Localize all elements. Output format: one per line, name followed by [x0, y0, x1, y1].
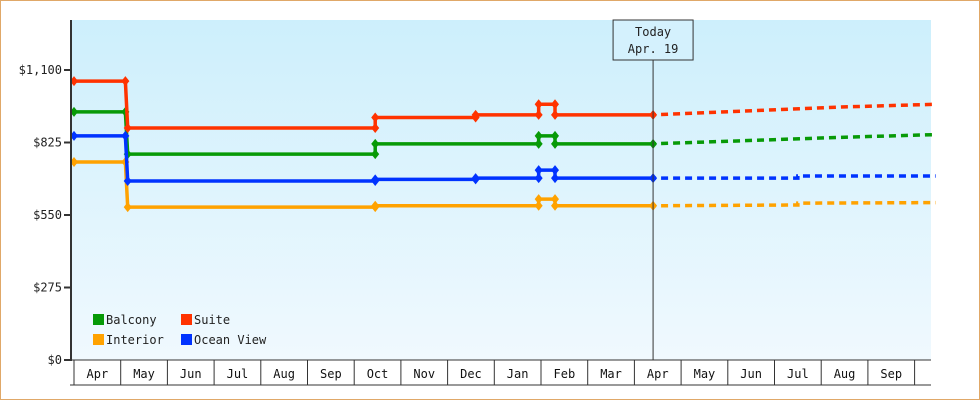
y-tick-label: $1,100: [19, 63, 62, 77]
x-month-label: Aug: [273, 367, 295, 381]
legend-swatch: [181, 314, 192, 325]
x-month-label: Jul: [227, 367, 249, 381]
x-month-label: Jun: [740, 367, 762, 381]
legend-swatch: [93, 334, 104, 345]
svg-text:Today: Today: [635, 25, 671, 39]
legend-item-ocean-view[interactable]: Ocean View: [181, 333, 267, 347]
legend-label: Interior: [106, 333, 164, 347]
x-month-label: Oct: [367, 367, 389, 381]
legend-item-suite[interactable]: Suite: [181, 313, 230, 327]
svg-text:Apr. 19: Apr. 19: [628, 42, 679, 56]
legend-item-interior[interactable]: Interior: [93, 333, 164, 347]
x-axis-months: Apr May Jun Jul Aug Sep Oct Nov Dec Jan Feb Mar Apr M…: [70, 359, 931, 386]
x-month-label: Jun: [180, 367, 202, 381]
legend: Balcony Suite Interior Ocean View: [93, 313, 267, 347]
x-month-label: Mar: [600, 367, 622, 381]
legend-label: Suite: [194, 313, 230, 327]
today-label-box: [612, 19, 694, 61]
y-tick-label: $275: [33, 281, 62, 295]
y-tick-label: $550: [33, 208, 62, 222]
x-month-label: Aug: [834, 367, 856, 381]
legend-label: Balcony: [106, 313, 157, 327]
x-month-label: Dec: [460, 367, 482, 381]
today-marker: Today Apr. 19: [612, 19, 694, 360]
plot-area: [72, 20, 931, 360]
legend-swatch: [93, 314, 104, 325]
legend-label: Ocean View: [194, 333, 267, 347]
x-month-label: May: [694, 367, 716, 381]
y-axis-ticks: $0 $275 $550 $825 $1,100: [19, 63, 71, 367]
x-month-label: Sep: [880, 367, 902, 381]
x-month-label: Feb: [554, 367, 576, 381]
series-layer: [70, 76, 936, 213]
y-tick-label: $825: [33, 136, 62, 150]
x-month-label: Nov: [413, 367, 435, 381]
x-month-label: Sep: [320, 367, 342, 381]
x-month-label: Apr: [647, 367, 669, 381]
legend-item-balcony[interactable]: Balcony: [93, 313, 157, 327]
x-month-label: Jan: [507, 367, 529, 381]
x-month-label: Apr: [87, 367, 109, 381]
y-tick-label: $0: [48, 353, 62, 367]
legend-swatch: [181, 334, 192, 345]
x-month-label: Jul: [787, 367, 809, 381]
x-month-label: May: [133, 367, 155, 381]
